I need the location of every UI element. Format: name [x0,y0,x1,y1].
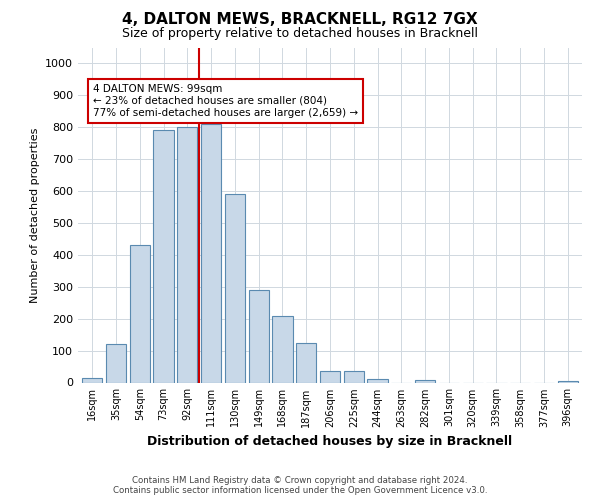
Bar [296,342,316,382]
Text: 4 DALTON MEWS: 99sqm
← 23% of detached houses are smaller (804)
77% of semi-deta: 4 DALTON MEWS: 99sqm ← 23% of detached h… [93,84,358,117]
Bar [272,316,293,382]
Y-axis label: Number of detached properties: Number of detached properties [29,128,40,302]
Bar [82,378,103,382]
Bar [557,381,578,382]
Bar [130,246,150,382]
Bar [320,372,340,382]
X-axis label: Distribution of detached houses by size in Bracknell: Distribution of detached houses by size … [148,435,512,448]
Bar [106,344,126,383]
Text: Size of property relative to detached houses in Bracknell: Size of property relative to detached ho… [122,28,478,40]
Bar [177,128,197,382]
Bar [154,130,173,382]
Bar [248,290,269,382]
Bar [344,372,364,382]
Bar [225,194,245,382]
Text: Contains HM Land Registry data © Crown copyright and database right 2024.
Contai: Contains HM Land Registry data © Crown c… [113,476,487,495]
Bar [201,124,221,382]
Text: 4, DALTON MEWS, BRACKNELL, RG12 7GX: 4, DALTON MEWS, BRACKNELL, RG12 7GX [122,12,478,28]
Bar [415,380,435,382]
Bar [367,380,388,382]
